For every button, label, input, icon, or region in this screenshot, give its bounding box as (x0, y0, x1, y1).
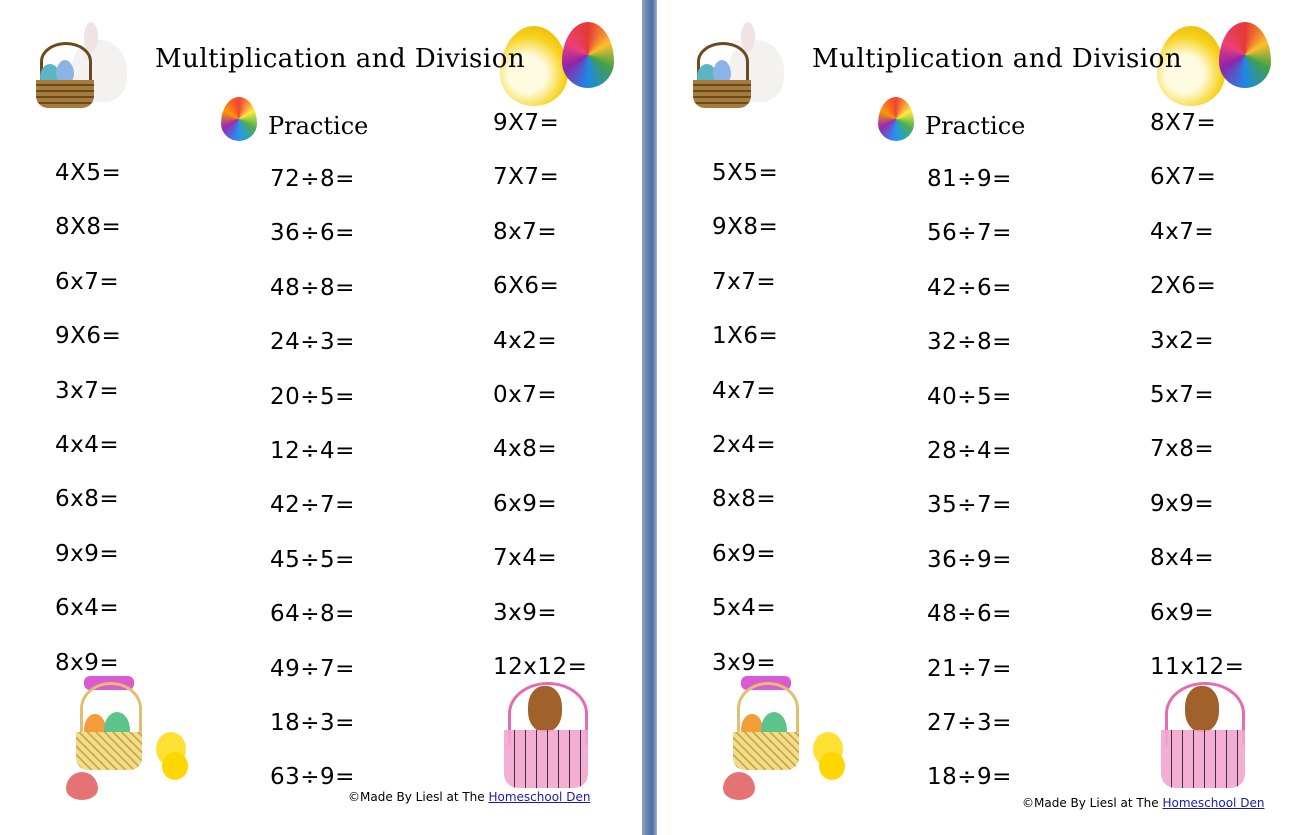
problem: 4X5= (55, 160, 122, 186)
problem: 11x12= (1150, 654, 1245, 680)
bunny-basket-image (32, 22, 130, 108)
problem: 8x9= (55, 649, 120, 676)
problem: 24÷3= (270, 329, 355, 356)
problem: 7x7= (712, 268, 777, 295)
problem: 4x7= (1150, 218, 1215, 245)
problem: 5X5= (712, 160, 779, 186)
problem: 3x2= (1150, 327, 1215, 354)
problem: 9X7= (493, 110, 560, 136)
bunny-in-basket-image (500, 676, 592, 790)
problem: 8x4= (1150, 545, 1215, 572)
bunny-basket-image (689, 22, 787, 108)
problem: 48÷6= (927, 601, 1012, 628)
problem: 20÷5= (270, 383, 355, 410)
problem: 6x9= (712, 540, 777, 567)
problem: 21÷7= (927, 655, 1012, 682)
problem: 32÷8= (927, 329, 1012, 356)
problem: 4x8= (493, 436, 558, 463)
problem: 40÷5= (927, 383, 1012, 410)
problem: 3x9= (712, 649, 777, 676)
problem: 9X6= (55, 323, 122, 350)
homeschool-den-link[interactable]: Homeschool Den (1162, 796, 1265, 810)
worksheet-subtitle: Practice (268, 112, 369, 140)
patterned-egg-icon (221, 97, 257, 141)
credit-line: ©Made By Liesl at The Homeschool Den (348, 790, 590, 804)
problem: 6X7= (1150, 164, 1217, 191)
worksheet-page-right: Multiplication and Division Practice 5X5= 9… (657, 0, 1299, 835)
patterned-egg-icon (878, 97, 914, 141)
problem: 8X8= (55, 214, 122, 241)
easter-eggs-image (1157, 22, 1275, 106)
problem: 7X7= (493, 164, 560, 191)
homeschool-den-link[interactable]: Homeschool Den (488, 790, 591, 804)
problem: 63÷9= (270, 764, 355, 791)
problem: 36÷6= (270, 220, 355, 247)
problem: 2x4= (712, 432, 777, 458)
problem: 64÷8= (270, 601, 355, 628)
problem: 42÷7= (270, 492, 355, 519)
problem: 7x4= (493, 545, 558, 572)
problem: 42÷6= (927, 274, 1012, 301)
worksheet-page-left: Multiplication and Division Practice 4X5= 8… (0, 0, 642, 835)
page-divider (642, 0, 657, 835)
problem: 12÷4= (270, 438, 355, 464)
worksheet-title: Multiplication and Division (812, 44, 1183, 74)
problem: 8x7= (493, 218, 558, 245)
worksheet-title: Multiplication and Division (155, 44, 526, 74)
basket-chick-image (719, 676, 851, 804)
problem: 5x4= (712, 595, 777, 622)
problem: 27÷3= (927, 710, 1012, 736)
problem: 4x7= (712, 377, 777, 404)
problem: 12x12= (493, 654, 588, 680)
problem: 2X6= (1150, 273, 1217, 300)
bunny-in-basket-image (1157, 676, 1249, 790)
problem: 4x2= (493, 327, 558, 354)
problem: 4x4= (55, 432, 120, 458)
problem: 72÷8= (270, 166, 355, 192)
problem: 49÷7= (270, 655, 355, 682)
problem: 56÷7= (927, 220, 1012, 247)
problem: 7x8= (1150, 436, 1215, 463)
problem: 18÷9= (927, 764, 1012, 791)
problem: 6X6= (493, 273, 560, 300)
easter-eggs-image (500, 22, 618, 106)
problem: 5x7= (1150, 382, 1215, 408)
problem: 3x9= (493, 599, 558, 626)
problem: 3x7= (55, 377, 120, 404)
problem: 8X7= (1150, 110, 1217, 136)
problem: 9x9= (1150, 490, 1215, 517)
worksheet-subtitle: Practice (925, 112, 1026, 140)
problem: 1X6= (712, 323, 779, 350)
problem: 6x9= (493, 490, 558, 517)
credit-text: ©Made By Liesl at The (1022, 796, 1163, 810)
problem: 45÷5= (270, 546, 355, 573)
problem: 36÷9= (927, 546, 1012, 573)
problem: 48÷8= (270, 274, 355, 301)
problem: 18÷3= (270, 710, 355, 736)
problem: 35÷7= (927, 492, 1012, 519)
problem: 6x8= (55, 486, 120, 513)
problem: 0x7= (493, 382, 558, 408)
problem: 81÷9= (927, 166, 1012, 192)
credit-line: ©Made By Liesl at The Homeschool Den (1022, 796, 1264, 810)
problem: 6x7= (55, 268, 120, 295)
problem: 6x4= (55, 595, 120, 622)
problem: 28÷4= (927, 438, 1012, 464)
problem: 9x9= (55, 540, 120, 567)
problem: 6x9= (1150, 599, 1215, 626)
problem: 9X8= (712, 214, 779, 241)
credit-text: ©Made By Liesl at The (348, 790, 489, 804)
basket-chick-image (62, 676, 194, 804)
problem: 8x8= (712, 486, 777, 513)
